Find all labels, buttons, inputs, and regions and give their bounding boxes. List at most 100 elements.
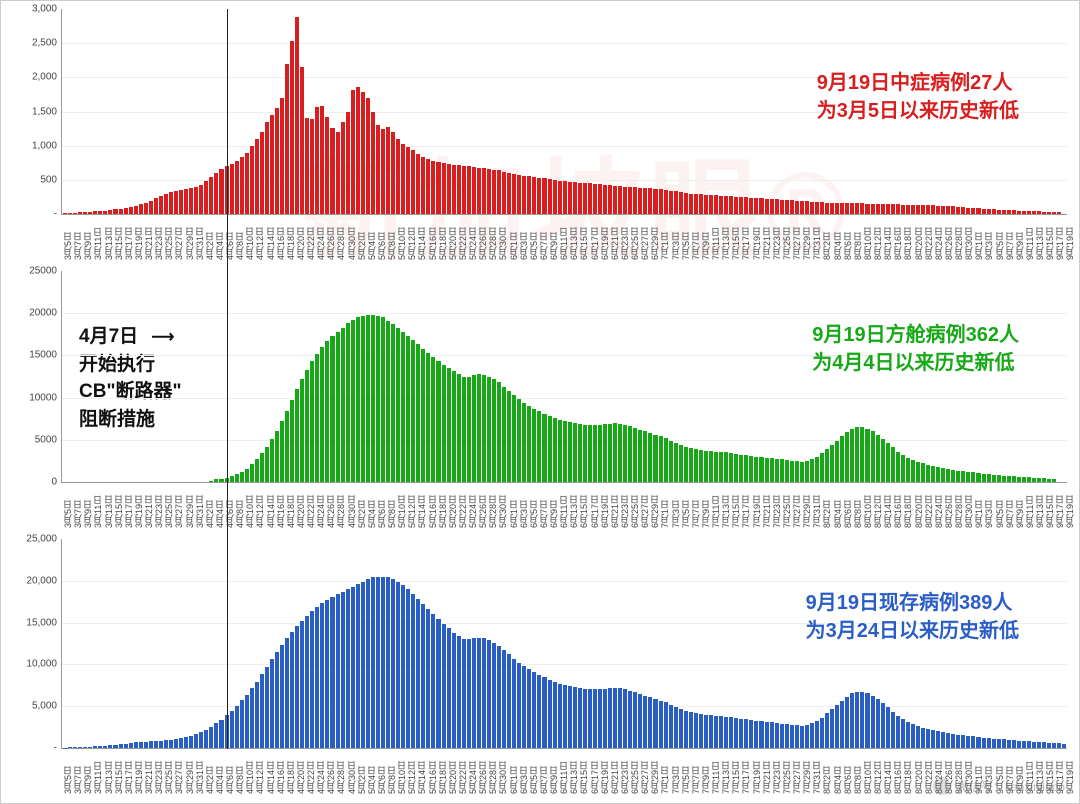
bar	[603, 424, 607, 482]
bar	[901, 205, 905, 214]
bar	[179, 738, 183, 748]
bar	[527, 176, 531, 214]
bar	[265, 447, 269, 482]
xtick-label: 3月5日	[61, 217, 66, 263]
bar	[845, 432, 849, 482]
bar	[462, 377, 466, 483]
xtick-label: 3月5日	[61, 751, 66, 797]
bar	[507, 173, 511, 214]
bar	[891, 204, 895, 214]
bar	[659, 189, 663, 214]
bar	[1002, 739, 1006, 748]
bar	[522, 403, 526, 482]
bar	[805, 461, 809, 482]
bar	[800, 726, 804, 748]
bar	[305, 118, 309, 214]
bar	[850, 693, 854, 748]
bar	[411, 340, 415, 482]
bar	[391, 579, 395, 748]
xtick-label: 4月2日	[203, 751, 208, 797]
bar	[936, 467, 940, 482]
bar	[391, 324, 395, 482]
bar	[63, 748, 67, 749]
bar	[992, 209, 996, 214]
annotation-line: 为4月4日以来历史新低	[812, 349, 1019, 377]
bar	[951, 206, 955, 214]
xtick-label: 6月29日	[648, 751, 653, 797]
bar	[754, 198, 758, 214]
bar	[1047, 479, 1051, 482]
bar	[371, 112, 375, 215]
xtick-label: 9月5日	[993, 485, 998, 531]
bar	[593, 425, 597, 482]
xtick-label: 4月16日	[274, 485, 279, 531]
bar	[901, 455, 905, 482]
xtick-label: 4月4日	[213, 485, 218, 531]
xtick-label: 4月26日	[324, 485, 329, 531]
xtick-label: 6月27日	[638, 751, 643, 797]
bar	[785, 724, 789, 748]
bar	[795, 201, 799, 214]
xtick-label: 7月25日	[780, 485, 785, 531]
xtick-label: 3月29日	[183, 751, 188, 797]
bar	[759, 198, 763, 214]
xtick-label: 5月6日	[375, 751, 380, 797]
xtick-label: 9月15日	[1043, 485, 1048, 531]
bar	[830, 203, 834, 214]
bar	[517, 663, 521, 748]
xtick-label: 5月2日	[355, 217, 360, 263]
bar	[765, 458, 769, 482]
bar	[876, 435, 880, 482]
bar	[653, 189, 657, 214]
bar	[770, 199, 774, 214]
bar	[255, 139, 259, 214]
bar	[219, 479, 223, 482]
bar	[865, 429, 869, 482]
bar	[679, 192, 683, 214]
xtick-label: 9月7日	[1003, 751, 1008, 797]
ytick-label: 10,000	[7, 659, 57, 670]
xtick-label: 7月17日	[739, 751, 744, 797]
bar	[1022, 741, 1026, 748]
bar	[623, 689, 627, 748]
bar	[825, 713, 829, 748]
bar	[108, 210, 112, 214]
bar	[119, 744, 123, 748]
bar	[376, 577, 380, 748]
xtick-label: 5月18日	[436, 217, 441, 263]
bar	[825, 449, 829, 482]
xtick-label: 5月26日	[476, 217, 481, 263]
bar	[371, 315, 375, 482]
bar	[482, 168, 486, 214]
ytick-label: 15,000	[7, 617, 57, 628]
bar	[648, 697, 652, 748]
bar	[739, 455, 743, 483]
bar	[871, 696, 875, 748]
bar	[588, 689, 592, 748]
bar	[623, 425, 627, 482]
bar	[336, 132, 340, 214]
bar	[906, 458, 910, 482]
xtick-label: 3月7日	[71, 751, 76, 797]
bar	[305, 370, 309, 482]
xtick-label: 4月26日	[324, 217, 329, 263]
bar	[401, 332, 405, 482]
bar	[396, 328, 400, 482]
bar	[588, 183, 592, 214]
bar	[1012, 210, 1016, 214]
xtick-label: 4月26日	[324, 751, 329, 797]
bar	[613, 186, 617, 214]
bar	[527, 406, 531, 482]
bar	[729, 453, 733, 482]
xtick-label: 8月26日	[942, 217, 947, 263]
bar	[1007, 210, 1011, 214]
bar	[103, 211, 107, 214]
bar	[669, 191, 673, 214]
bar	[961, 207, 965, 214]
annotation-line: 9月19日现存病例389人	[806, 589, 1019, 617]
bar	[946, 469, 950, 482]
bar	[487, 169, 491, 214]
bar	[1037, 478, 1041, 482]
bar	[941, 468, 945, 482]
xtick-label: 3月17日	[122, 485, 127, 531]
